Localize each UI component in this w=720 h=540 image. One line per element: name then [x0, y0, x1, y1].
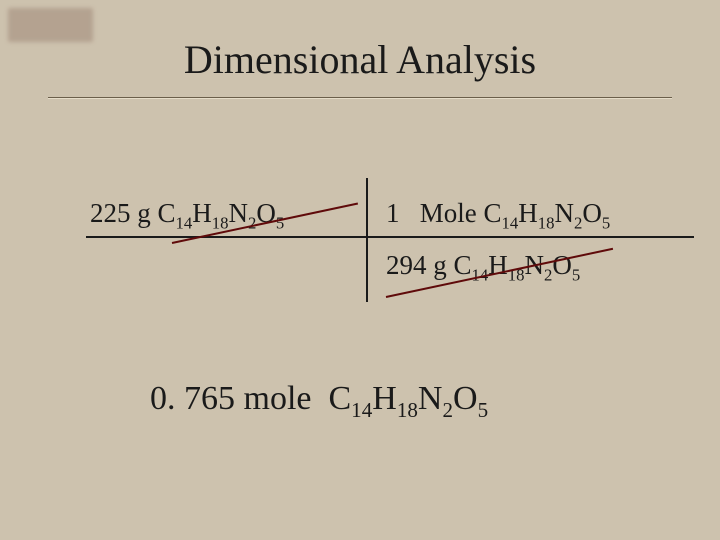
fraction-bar — [86, 236, 694, 238]
title-underline — [48, 97, 672, 99]
result-line: 0. 765 mole C14H18N2O5 — [150, 380, 488, 423]
denominator-unit: g — [433, 250, 447, 280]
result-unit: mole — [244, 380, 312, 417]
conversion-denominator: 294 g C14H18N2O5 — [386, 250, 580, 285]
conversion-numerator: 1 Mole C14H18N2O5 — [386, 198, 610, 233]
numerator-formula: C14H18N2O5 — [484, 198, 611, 228]
result-formula: C14H18N2O5 — [328, 380, 488, 417]
page-title: Dimensional Analysis — [0, 0, 720, 83]
denominator-formula: C14H18N2O5 — [454, 250, 581, 280]
dimensional-analysis-grid: 225 g C14H18N2O5 1 Mole C14H18N2O5 294 g… — [86, 184, 696, 302]
result-value: 0. 765 — [150, 380, 235, 417]
denominator-value: 294 — [386, 250, 427, 280]
given-quantity: 225 g C14H18N2O5 — [90, 198, 284, 233]
column-divider — [366, 178, 368, 302]
numerator-value: 1 — [386, 198, 400, 228]
numerator-unit: Mole — [420, 198, 477, 228]
given-unit: g — [137, 198, 151, 228]
given-value: 225 — [90, 198, 131, 228]
corner-smudge — [8, 8, 93, 42]
